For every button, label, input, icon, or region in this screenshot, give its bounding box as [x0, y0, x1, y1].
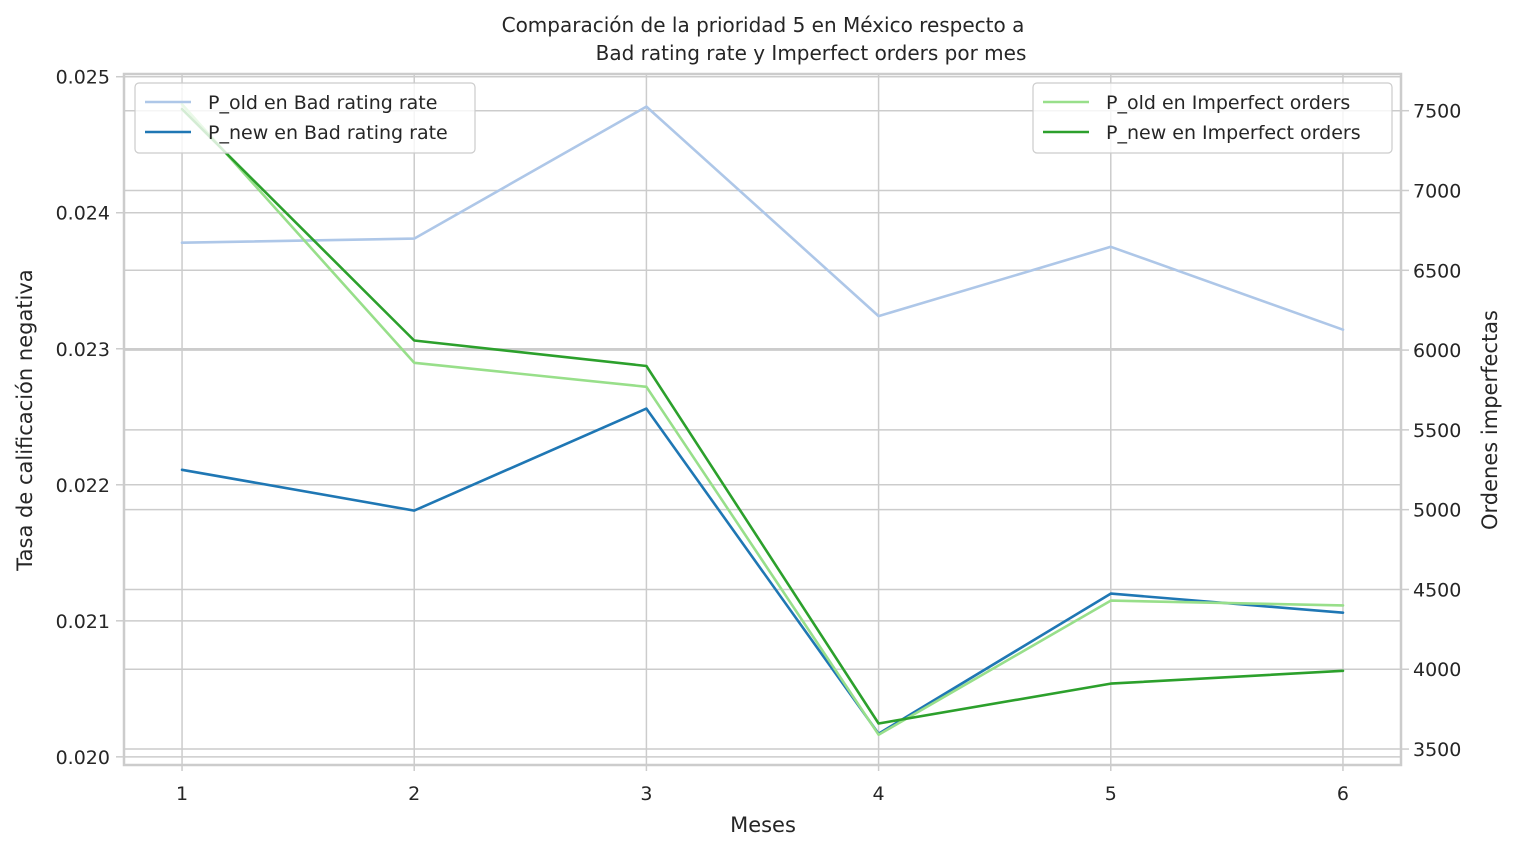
legend-right-box: [1032, 82, 1393, 154]
left-series-line-1: [180, 407, 1345, 736]
y-right-tick-label: 3500: [1413, 739, 1461, 761]
y-right-tick-label: 7500: [1413, 101, 1461, 123]
legend-right-label-1: P_new en Imperfect orders: [1106, 122, 1361, 144]
x-tick-label: 2: [408, 783, 420, 805]
left-series-line-0: [180, 105, 1345, 332]
y-right-tick-label: 4000: [1413, 659, 1461, 681]
y-left-tick-label: 0.023: [56, 339, 110, 361]
y-left-tick-label: 0.020: [56, 747, 110, 769]
lines-layer: [180, 103, 1345, 737]
y-right-tick-label: 6000: [1413, 340, 1461, 362]
legend-left-box: [134, 82, 476, 154]
x-tick-label: 4: [873, 783, 885, 805]
plot-frame: [122, 72, 1403, 767]
y-right-tick-label: 5000: [1413, 500, 1461, 522]
right-series-line-0: [180, 103, 1345, 737]
y-right-tick-label: 4500: [1413, 579, 1461, 601]
x-tick-label: 3: [640, 783, 652, 805]
y-axis-label-right: Ordenes imperfectas: [1478, 310, 1502, 530]
x-tick-label: 6: [1337, 783, 1349, 805]
chart-title-line1: Comparación de la prioridad 5 en México …: [502, 13, 1025, 37]
legend-left: P_old en Bad rating rate P_new en Bad ra…: [134, 82, 476, 154]
grid-layer: [124, 74, 1401, 765]
x-axis-label: Meses: [730, 813, 796, 837]
chart-title-line2: Bad rating rate y Imperfect orders por m…: [596, 41, 1027, 65]
y-left-tick-label: 0.022: [56, 475, 110, 497]
legend-left-label-1: P_new en Bad rating rate: [208, 122, 448, 144]
y-left-tick-label: 0.025: [56, 67, 110, 89]
x-tick-label: 5: [1105, 783, 1117, 805]
y-axis-label-left: Tasa de calificación negativa: [13, 269, 37, 571]
right-series-line-1: [180, 107, 1345, 725]
legend-right: P_old en Imperfect orders P_new en Imper…: [1032, 82, 1393, 154]
ticks-layer: 1 2 3 4 5 6 0.020 0.021 0.022 0.023 0.024 0.025 3500…: [56, 67, 1462, 805]
y-right-tick-label: 5500: [1413, 420, 1461, 442]
y-left-tick-label: 0.024: [56, 203, 110, 225]
y-right-tick-label: 7000: [1413, 180, 1461, 202]
legend-left-label-0: P_old en Bad rating rate: [208, 92, 437, 114]
x-tick-label: 1: [176, 783, 188, 805]
y-right-tick-label: 6500: [1413, 260, 1461, 282]
legend-right-label-0: P_old en Imperfect orders: [1106, 92, 1350, 114]
y-left-tick-label: 0.021: [56, 611, 110, 633]
